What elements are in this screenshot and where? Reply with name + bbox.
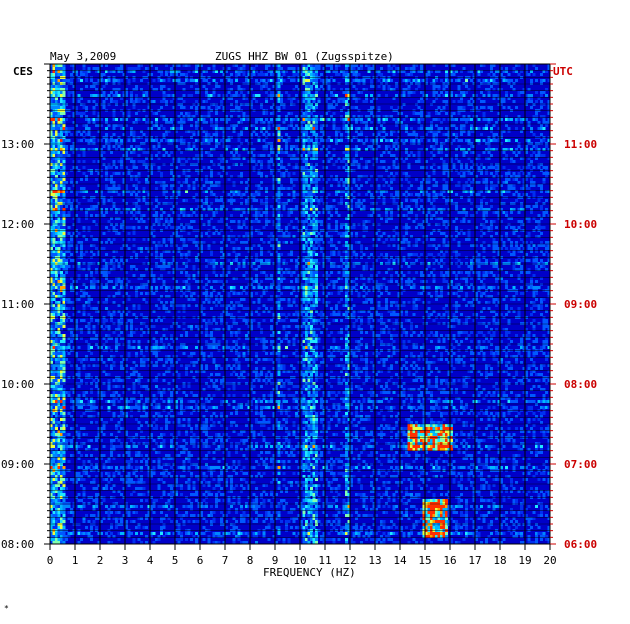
right-tick-label: 06:00: [564, 538, 597, 551]
x-tick-label: 2: [97, 554, 104, 567]
x-tick-label: 20: [543, 554, 556, 567]
x-axis-label: FREQUENCY (HZ): [263, 566, 356, 579]
x-tick-label: 7: [222, 554, 229, 567]
left-tick-label: 13:00: [1, 138, 34, 151]
x-tick-label: 16: [443, 554, 456, 567]
chart-date: May 3,2009: [50, 50, 116, 63]
frequency-axis: 0 1 2 3 4 5 6 7 8 9 10 11 12 13 14 15 16 17 18 19 20: [47, 544, 557, 567]
x-tick-label: 6: [197, 554, 204, 567]
right-tick-label: 08:00: [564, 378, 597, 391]
x-tick-label: 0: [47, 554, 54, 567]
x-tick-label: 8: [247, 554, 254, 567]
x-tick-label: 14: [393, 554, 407, 567]
x-tick-label: 1: [72, 554, 79, 567]
x-tick-label: 12: [343, 554, 356, 567]
left-tick-label: 08:00: [1, 538, 34, 551]
right-tick-label: 07:00: [564, 458, 597, 471]
left-time-axis: 13:00 12:00 11:00 10:00 09:00 08:00: [1, 63, 50, 551]
x-tick-label: 11: [318, 554, 331, 567]
x-tick-label: 10: [293, 554, 306, 567]
x-tick-label: 9: [272, 554, 279, 567]
left-tick-label: 10:00: [1, 378, 34, 391]
right-time-axis: 11:00 10:00 09:00 08:00 07:00 06:00: [550, 63, 597, 551]
corner-mark: *: [4, 604, 9, 613]
right-tick-label: 11:00: [564, 138, 597, 151]
left-tick-label: 11:00: [1, 298, 34, 311]
left-tick-label: 09:00: [1, 458, 34, 471]
chart-title: ZUGS HHZ BW 01 (Zugsspitze): [215, 50, 394, 63]
x-tick-label: 13: [368, 554, 381, 567]
x-tick-label: 18: [493, 554, 506, 567]
x-tick-label: 17: [468, 554, 481, 567]
right-tick-label: 09:00: [564, 298, 597, 311]
right-timezone-label: UTC: [553, 65, 573, 78]
right-tick-label: 10:00: [564, 218, 597, 231]
x-tick-label: 3: [122, 554, 129, 567]
spectrogram-grid: [49, 63, 551, 545]
left-tick-label: 12:00: [1, 218, 34, 231]
x-tick-label: 5: [172, 554, 179, 567]
x-tick-label: 4: [147, 554, 154, 567]
x-tick-label: 15: [418, 554, 431, 567]
left-timezone-label: CES: [13, 65, 33, 78]
x-tick-label: 19: [518, 554, 531, 567]
